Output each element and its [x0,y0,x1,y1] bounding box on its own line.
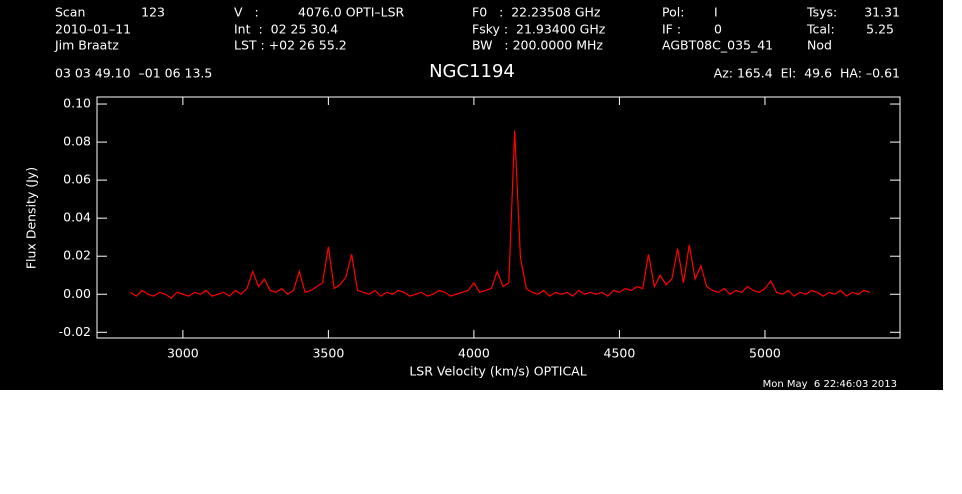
header-text: Tsys: [806,5,837,20]
plot-frame [96,96,901,339]
header-text: 31.31 [864,5,900,20]
spectrum-line [130,130,870,299]
y-tick-label: 0.10 [63,96,91,111]
header-text: V : [234,5,259,20]
header-text: Jim Braatz [54,38,119,53]
header-text: IF : [662,22,681,37]
x-tick-label: 5000 [749,346,781,361]
header-text: Pol: [662,5,684,20]
header-text: Scan [55,5,85,20]
y-tick-label: 0.02 [63,248,91,263]
header-text: Tcal: [806,22,835,37]
header-text: 0 [714,22,722,37]
background [0,0,943,390]
y-tick-label: 0.00 [63,286,91,301]
y-tick-label: 0.04 [63,210,91,225]
header-text: BW : 200.0000 MHz [472,38,603,53]
x-tick-label: 4500 [604,346,636,361]
x-tick-label: 3000 [167,346,199,361]
header-text: 03 03 49.10 –01 06 13.5 [55,66,212,81]
x-tick-label: 4000 [458,346,490,361]
header-text: F0 : 22.23508 GHz [472,5,601,20]
header-text: Nod [807,38,832,53]
header-text: LST : +02 26 55.2 [234,38,347,53]
header-text: AGBT08C_035_41 [662,38,773,53]
header-text: I [714,5,718,20]
y-tick-label: 0.06 [63,172,91,187]
y-tick-label: 0.08 [63,134,91,149]
x-axis-label: LSR Velocity (km/s) OPTICAL [409,364,586,379]
header-text: 123 [141,5,165,20]
chart-title: NGC1194 [429,61,515,82]
y-tick-label: -0.02 [59,324,91,339]
header-text: Fsky : 21.93400 GHz [472,22,606,37]
header-text: 2010–01–11 [55,22,131,37]
header-text: Az: 165.4 El: 49.6 HA: –0.61 [714,66,900,81]
timestamp: Mon May 6 22:46:03 2013 [763,379,897,390]
x-tick-label: 3500 [312,346,344,361]
header-text: Int : 02 25 30.4 [234,22,338,37]
header-text: 5.25 [866,22,894,37]
y-axis-label: Flux Density (Jy) [24,167,39,269]
header-text: 4076.0 OPTI–LSR [298,5,405,20]
